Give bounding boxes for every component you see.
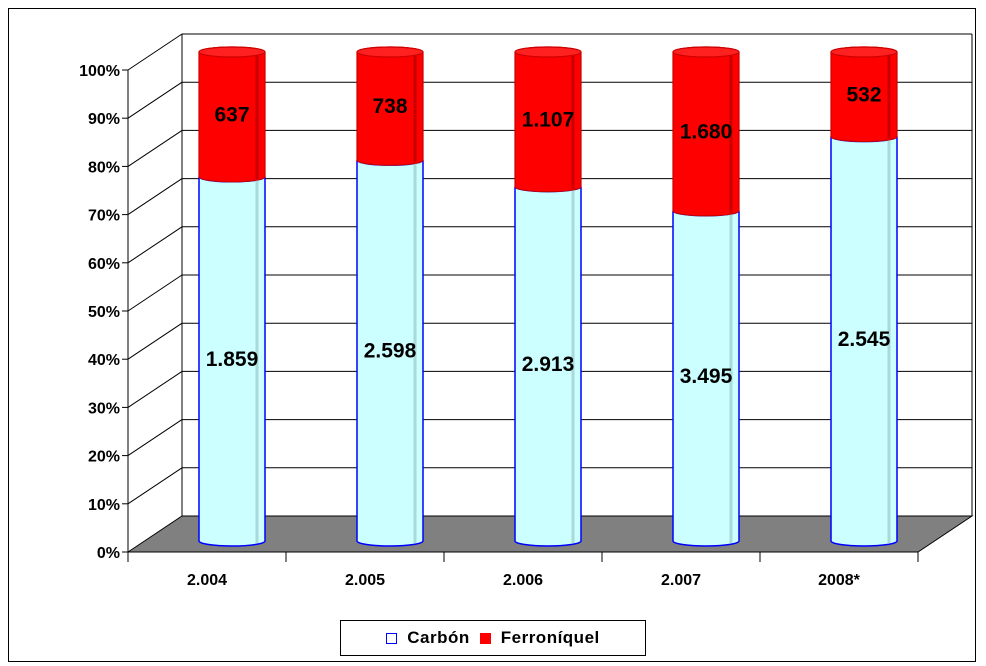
bar-ferroniquel-top bbox=[672, 46, 740, 58]
gridline-side bbox=[127, 274, 183, 312]
x-tick-label: 2.007 bbox=[661, 572, 701, 589]
bar-ferroniquel-top bbox=[514, 46, 582, 58]
legend-item-ferroniquel: Ferroníquel bbox=[479, 628, 600, 648]
y-tick-label: 70% bbox=[88, 208, 120, 225]
data-label-carbon: 3.495 bbox=[680, 365, 733, 388]
y-tick-label: 40% bbox=[88, 352, 120, 369]
y-tick-label: 0% bbox=[97, 545, 120, 562]
legend-label-ferroniquel: Ferroníquel bbox=[500, 628, 600, 647]
y-tick-label: 60% bbox=[88, 256, 120, 273]
y-tick-label: 20% bbox=[88, 449, 120, 466]
gridline-side bbox=[127, 322, 183, 360]
gridline-side bbox=[127, 178, 183, 216]
y-tick-label: 10% bbox=[88, 497, 120, 514]
gridline-side bbox=[127, 370, 183, 408]
legend-item-carbon: Carbón bbox=[386, 628, 470, 648]
gridline-side bbox=[127, 33, 183, 71]
data-label-ferroniquel: 532 bbox=[846, 83, 881, 106]
gridline-side bbox=[127, 81, 183, 119]
y-tick-label: 90% bbox=[88, 111, 120, 128]
data-label-carbon: 1.859 bbox=[206, 348, 259, 371]
x-tick-label: 2008* bbox=[818, 572, 861, 589]
gridline-side bbox=[127, 226, 183, 264]
legend: Carbón Ferroníquel bbox=[340, 620, 646, 656]
data-label-carbon: 2.545 bbox=[838, 328, 891, 351]
x-tick-label: 2.006 bbox=[503, 572, 543, 589]
gridline-side bbox=[127, 467, 183, 505]
bar-ferroniquel-top bbox=[356, 46, 424, 58]
y-tick-label: 100% bbox=[79, 63, 120, 80]
gridline-side bbox=[127, 419, 183, 457]
x-tick-label: 2.004 bbox=[187, 572, 227, 589]
data-label-ferroniquel: 738 bbox=[372, 95, 407, 118]
bar-ferroniquel-top bbox=[830, 46, 898, 58]
legend-label-carbon: Carbón bbox=[407, 628, 470, 647]
x-tick-label: 2.005 bbox=[345, 572, 385, 589]
data-label-ferroniquel: 637 bbox=[214, 103, 249, 126]
legend-swatch-ferroniquel bbox=[479, 632, 491, 644]
gridline-side bbox=[127, 129, 183, 167]
data-label-carbon: 2.598 bbox=[364, 340, 417, 363]
y-tick-label: 50% bbox=[88, 304, 120, 321]
data-label-carbon: 2.913 bbox=[522, 353, 575, 376]
data-label-ferroniquel: 1.680 bbox=[680, 120, 733, 143]
bar-ferroniquel-top bbox=[198, 46, 266, 58]
legend-swatch-carbon bbox=[386, 632, 398, 644]
y-tick-label: 30% bbox=[88, 400, 120, 417]
data-label-ferroniquel: 1.107 bbox=[522, 108, 575, 131]
y-tick-label: 80% bbox=[88, 159, 120, 176]
